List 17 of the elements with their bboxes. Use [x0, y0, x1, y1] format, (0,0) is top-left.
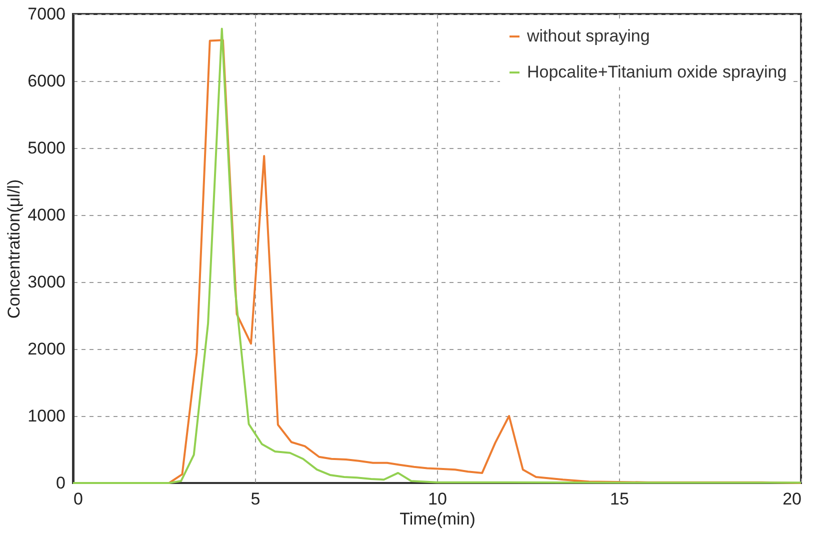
x-axis-title: Time(min)	[400, 510, 476, 528]
y-tick-label: 6000	[28, 72, 66, 90]
x-tick-label: 10	[428, 490, 447, 508]
legend-label: Hopcalite+Titanium oxide spraying	[527, 62, 787, 82]
y-tick-label: 0	[56, 474, 66, 492]
x-tick-label: 0	[74, 490, 83, 508]
x-tick-label: 15	[610, 490, 629, 508]
y-tick-label: 5000	[28, 138, 66, 158]
x-tick-label: 20	[782, 490, 802, 508]
y-tick-label: 4000	[28, 206, 66, 224]
x-tick-label: 5	[250, 490, 260, 508]
y-tick-label: 1000	[28, 406, 66, 426]
y-axis-title: Concentration(μl/l)	[4, 179, 24, 319]
y-tick-label: 3000	[28, 272, 66, 292]
y-tick-label: 7000	[28, 4, 66, 24]
y-tick-label: 2000	[28, 340, 66, 358]
legend-label: without spraying	[526, 26, 650, 46]
